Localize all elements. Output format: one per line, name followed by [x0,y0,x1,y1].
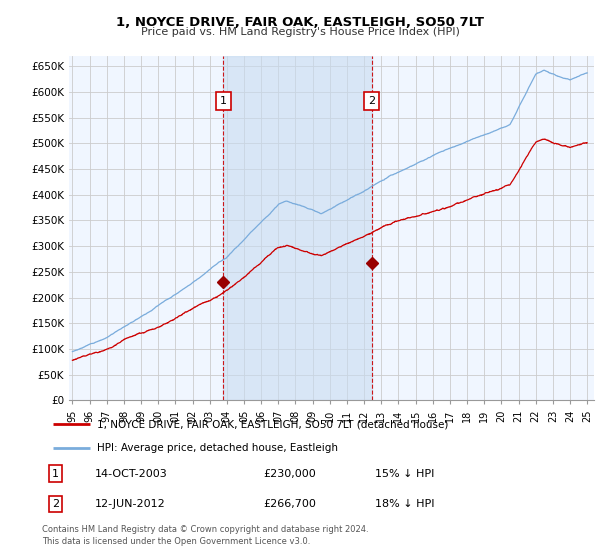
Text: 2: 2 [368,96,376,106]
Text: Contains HM Land Registry data © Crown copyright and database right 2024.
This d: Contains HM Land Registry data © Crown c… [42,525,368,546]
Text: £266,700: £266,700 [264,499,317,509]
Text: 1: 1 [220,96,227,106]
Text: 14-OCT-2003: 14-OCT-2003 [95,469,167,479]
Text: 15% ↓ HPI: 15% ↓ HPI [374,469,434,479]
Text: 18% ↓ HPI: 18% ↓ HPI [374,499,434,509]
Bar [223,56,372,400]
Text: 2: 2 [52,499,59,509]
Text: HPI: Average price, detached house, Eastleigh: HPI: Average price, detached house, East… [97,443,338,453]
Text: 1: 1 [52,469,59,479]
Text: 1, NOYCE DRIVE, FAIR OAK, EASTLEIGH, SO50 7LT: 1, NOYCE DRIVE, FAIR OAK, EASTLEIGH, SO5… [116,16,484,29]
Text: Price paid vs. HM Land Registry's House Price Index (HPI): Price paid vs. HM Land Registry's House … [140,27,460,37]
Text: £230,000: £230,000 [264,469,317,479]
Text: 1, NOYCE DRIVE, FAIR OAK, EASTLEIGH, SO50 7LT (detached house): 1, NOYCE DRIVE, FAIR OAK, EASTLEIGH, SO5… [97,419,449,430]
Text: 12-JUN-2012: 12-JUN-2012 [95,499,166,509]
